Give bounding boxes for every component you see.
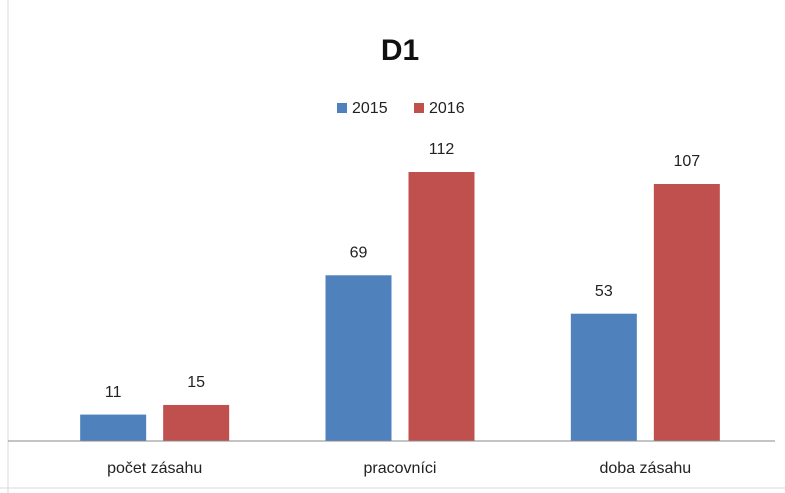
data-label: 69 [350, 244, 368, 261]
data-label: 11 [105, 384, 122, 401]
data-label: 15 [187, 374, 205, 391]
x-tick-label: počet zásahu [107, 460, 202, 477]
bar [408, 172, 475, 441]
bar [80, 414, 147, 441]
bar [325, 275, 392, 441]
legend-label: 2015 [352, 100, 388, 117]
bar [163, 404, 230, 441]
legend-swatch [414, 103, 424, 113]
chart-title: D1 [381, 34, 419, 67]
legend-swatch [337, 103, 347, 113]
x-tick-label: doba zásahu [600, 460, 692, 477]
data-label: 53 [595, 283, 613, 300]
data-label: 112 [429, 141, 455, 158]
legend-label: 2016 [429, 100, 465, 117]
bar [570, 313, 637, 441]
data-label: 107 [673, 153, 700, 170]
x-tick-label: pracovníci [364, 460, 437, 477]
bar [653, 184, 720, 442]
